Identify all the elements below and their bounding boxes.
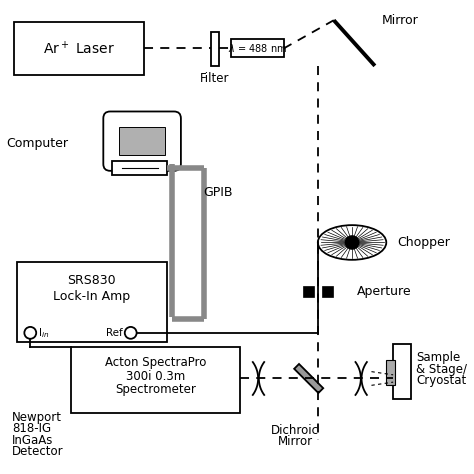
Text: $\lambda$ = 488 nm: $\lambda$ = 488 nm (228, 42, 287, 54)
Circle shape (24, 327, 36, 339)
Text: Mirror: Mirror (277, 435, 312, 448)
Text: 300i 0.3m: 300i 0.3m (126, 370, 185, 383)
Text: SRS830: SRS830 (68, 274, 116, 287)
Circle shape (346, 236, 359, 249)
Text: Ref: Ref (106, 328, 122, 338)
Text: Sample: Sample (416, 351, 460, 365)
Bar (119, 128, 165, 155)
Text: 818-IG: 818-IG (12, 422, 51, 435)
Text: Newport: Newport (12, 411, 62, 424)
Polygon shape (294, 364, 323, 393)
Text: Spectrometer: Spectrometer (115, 383, 196, 396)
Text: Detector: Detector (12, 445, 64, 458)
Bar (303, 286, 314, 298)
FancyBboxPatch shape (103, 111, 181, 171)
Bar (322, 286, 333, 298)
Bar (72, 346, 240, 413)
Circle shape (125, 327, 137, 339)
Text: Lock-In Amp: Lock-In Amp (54, 290, 130, 303)
Text: Filter: Filter (200, 72, 229, 85)
Text: Computer: Computer (6, 137, 68, 150)
Text: Acton SpectraPro: Acton SpectraPro (105, 356, 207, 369)
Text: GPIB: GPIB (204, 186, 233, 199)
Ellipse shape (318, 225, 386, 260)
Text: & Stage/: & Stage/ (416, 363, 467, 376)
Bar (17, 262, 167, 342)
Bar (231, 39, 283, 57)
Text: Cryostat: Cryostat (416, 374, 466, 387)
Bar (14, 22, 145, 75)
Text: InGaAs: InGaAs (12, 434, 54, 447)
Text: I$_{in}$: I$_{in}$ (38, 326, 50, 340)
Text: Dichroic: Dichroic (271, 425, 319, 438)
Bar (112, 161, 167, 175)
Bar (386, 360, 394, 385)
Bar (393, 344, 411, 399)
Text: Ar$^+$ Laser: Ar$^+$ Laser (43, 40, 115, 58)
Text: Aperture: Aperture (356, 285, 411, 298)
Text: Mirror: Mirror (382, 14, 419, 27)
Bar (210, 32, 219, 66)
Text: Chopper: Chopper (398, 236, 451, 249)
